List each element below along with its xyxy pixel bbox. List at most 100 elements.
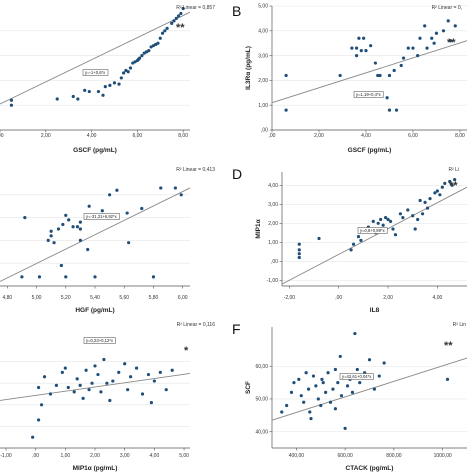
data-point	[96, 89, 101, 94]
data-point	[433, 191, 437, 195]
data-point	[164, 388, 168, 392]
data-point	[328, 400, 333, 404]
data-point	[357, 36, 361, 40]
data-point	[428, 197, 432, 201]
data-point	[128, 66, 133, 70]
y-tick-label: 3,00	[258, 53, 268, 59]
data-point	[179, 193, 183, 197]
equation-label: y=1,19+0,4*x	[356, 92, 382, 97]
x-tick-label: 5,80	[149, 295, 159, 301]
data-point	[445, 377, 450, 381]
data-point	[292, 380, 296, 385]
data-point	[343, 426, 347, 430]
data-point	[284, 108, 288, 112]
equation-label: y=-1+0,6*x	[85, 70, 106, 75]
data-point	[140, 392, 145, 396]
data-point	[297, 377, 301, 381]
equation-box	[83, 213, 120, 220]
x-tick-label: 2,00	[314, 133, 324, 139]
data-point	[117, 82, 121, 86]
data-point	[418, 36, 422, 40]
data-point	[425, 206, 430, 210]
equation-label: y=-31,31+6,92*x	[86, 214, 118, 219]
x-tick-label: 6,00	[132, 133, 142, 139]
x-tick-label: 4,80	[2, 295, 12, 301]
equation-box	[357, 227, 388, 234]
significance-stars: *	[184, 345, 189, 357]
data-point	[353, 331, 357, 336]
data-point	[421, 212, 425, 216]
data-point	[86, 247, 90, 252]
regression-line	[0, 11, 191, 105]
data-point	[345, 384, 350, 388]
data-point	[297, 242, 301, 246]
data-point	[174, 16, 178, 20]
x-tick-label: 4,00	[433, 295, 443, 301]
data-point	[78, 383, 82, 387]
data-point	[319, 403, 323, 408]
r2-label: R² Linear = 0,116	[177, 322, 216, 328]
data-point	[443, 181, 447, 185]
y-tick-label: 60,00	[255, 364, 268, 370]
data-point	[285, 403, 289, 408]
chart-panel-d: -2,00 ,00 2,00 4,00 -1,00 ,00 1,00 2,00 3,00 4,00…	[232, 166, 468, 314]
data-point	[388, 219, 393, 223]
x-axis-label: GSCF (pg/mL)	[73, 147, 117, 154]
data-point	[350, 46, 354, 50]
data-point	[83, 88, 87, 92]
equation-label: y=0,8+0,89*x	[360, 228, 386, 233]
x-tick-label: 1,00	[60, 453, 70, 459]
data-point	[321, 380, 325, 385]
data-point	[170, 368, 174, 372]
data-point	[63, 366, 67, 370]
data-point	[64, 213, 68, 217]
x-tick-label: 5,00	[179, 453, 189, 459]
data-point	[358, 380, 362, 385]
data-point	[423, 24, 427, 28]
y-tick-label: 4,00	[268, 183, 278, 189]
data-point	[87, 204, 91, 208]
data-point	[103, 85, 107, 89]
data-point	[416, 54, 420, 58]
data-point	[401, 216, 405, 220]
significance-stars: **	[447, 37, 456, 49]
x-tick-label: 1000,00	[434, 453, 452, 459]
data-point	[320, 377, 324, 381]
data-point	[423, 200, 427, 204]
y-tick-label: ,00	[271, 259, 278, 265]
data-point	[126, 388, 130, 392]
data-point	[324, 390, 328, 395]
data-point	[176, 14, 181, 18]
data-point	[42, 375, 47, 379]
data-point	[333, 407, 337, 411]
data-point	[165, 26, 169, 30]
equation-box	[83, 337, 116, 344]
data-point	[359, 49, 363, 53]
data-point	[393, 233, 398, 237]
data-point	[387, 108, 392, 112]
x-tick-label: ,00	[32, 453, 39, 459]
data-point	[384, 216, 388, 220]
data-point	[159, 186, 163, 190]
data-point	[117, 370, 121, 374]
data-point	[105, 381, 109, 385]
data-point	[111, 379, 115, 383]
data-point	[364, 49, 368, 53]
data-point	[379, 217, 383, 222]
x-tick-label: 4,00	[361, 133, 371, 139]
data-point	[434, 31, 439, 35]
data-point	[133, 60, 137, 64]
data-point	[90, 381, 94, 385]
data-point	[115, 188, 119, 192]
r2-label: R² Linear = 0,857	[176, 5, 215, 11]
regression-line	[271, 40, 468, 104]
x-tick-label: 5,20	[61, 295, 71, 301]
data-point	[101, 93, 105, 97]
data-point	[78, 220, 82, 224]
x-tick-label: 4,00	[150, 453, 160, 459]
data-point	[127, 241, 131, 245]
data-point	[129, 375, 133, 379]
data-point	[134, 366, 139, 370]
data-point	[351, 242, 356, 246]
